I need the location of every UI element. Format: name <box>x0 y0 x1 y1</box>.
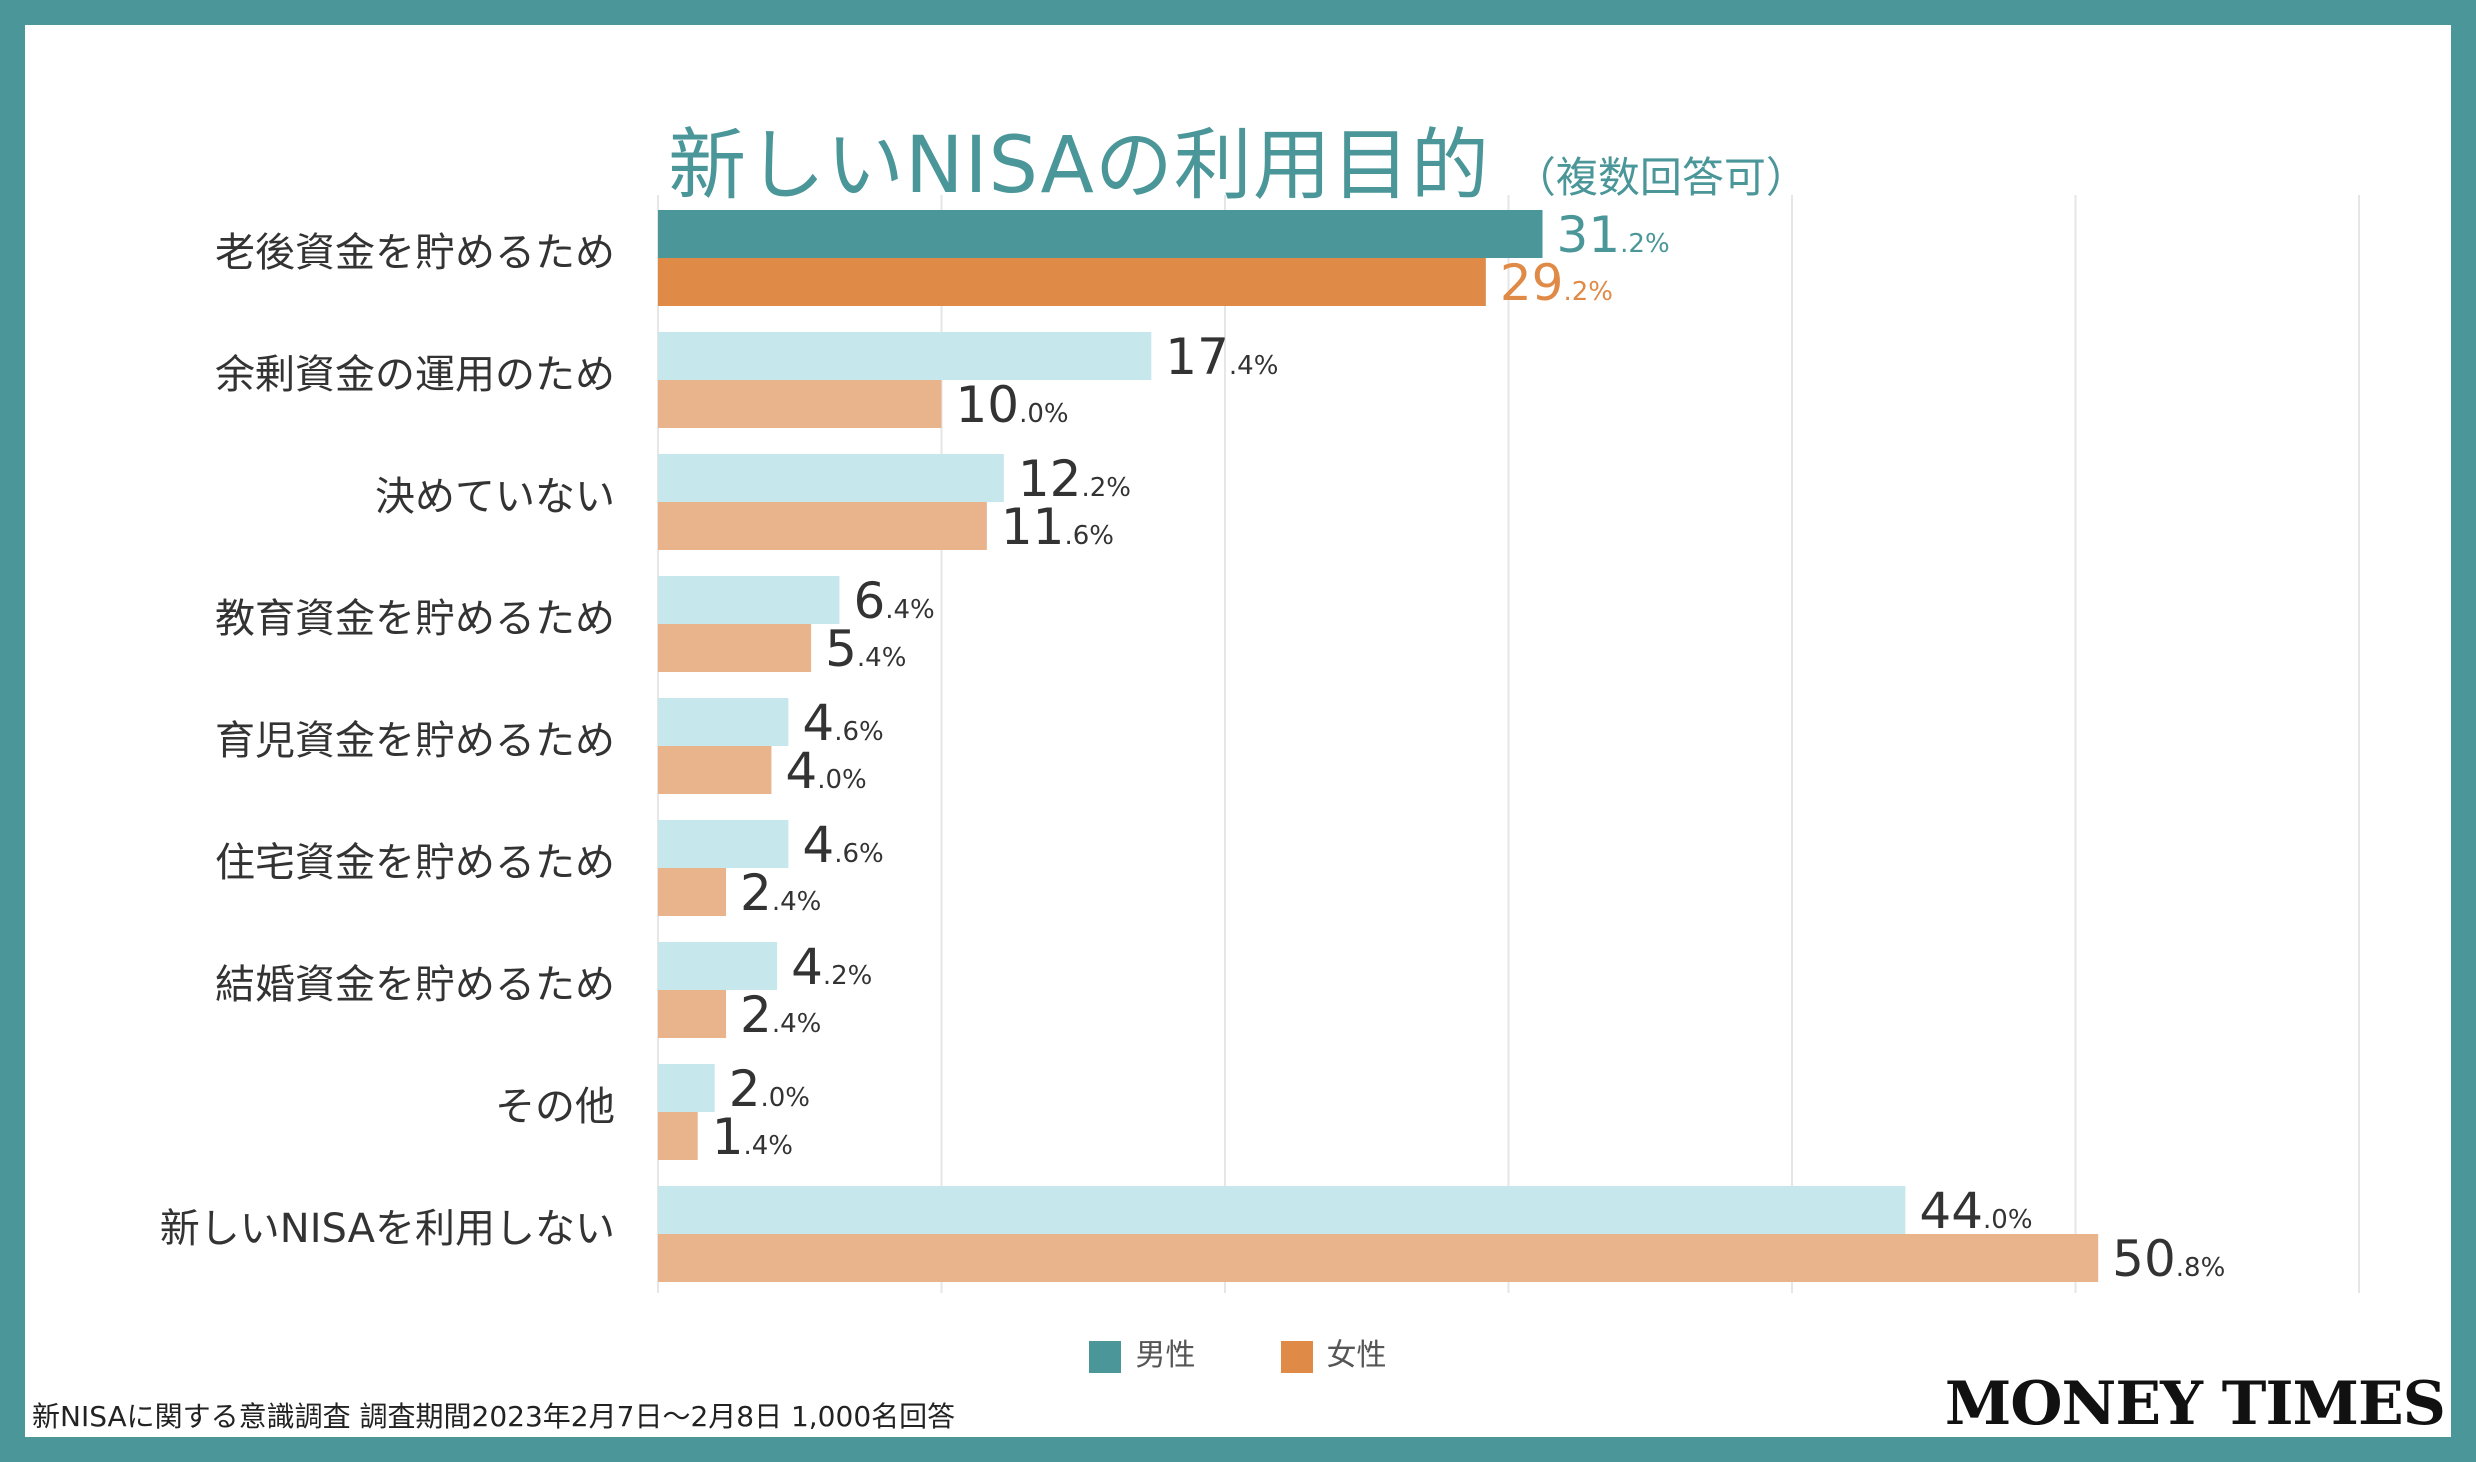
bar-female <box>658 1234 2099 1282</box>
bar-female <box>658 1112 698 1160</box>
bar-female <box>658 746 772 794</box>
value-label-female: 4.0% <box>785 742 866 800</box>
bar-female <box>658 868 727 916</box>
category-label: 教育資金を貯めるため <box>215 596 615 642</box>
bar-female <box>658 990 727 1038</box>
legend-swatch-female <box>1280 1340 1313 1373</box>
category-label: 住宅資金を貯めるため <box>215 840 615 886</box>
category-label: 育児資金を貯めるため <box>215 718 615 764</box>
bar-chart: 老後資金を貯めるため 31.2%29.2% 余剰資金の運用のため 17.4% 10.0%… <box>160 195 2360 1293</box>
legend: 男性 女性 <box>25 1330 2451 1374</box>
bar-male <box>658 454 1004 502</box>
value-label-female: 2.4% <box>740 864 821 922</box>
bar-female <box>658 380 942 428</box>
value-label-female: 50.8% <box>2112 1230 2225 1288</box>
category-label: 余剰資金の運用のため <box>215 352 615 398</box>
legend-label-male: 男性 <box>1135 1338 1196 1373</box>
bar-male <box>658 576 840 624</box>
bar-female <box>658 258 1486 306</box>
category-label: その他 <box>495 1084 615 1130</box>
value-label-female: 5.4% <box>825 620 906 678</box>
value-label-female: 11.6% <box>1001 498 1114 556</box>
bar-male <box>658 698 789 746</box>
title-subtitle: （複数回答可） <box>1513 153 1808 202</box>
bar-female <box>658 502 987 550</box>
value-label-male: 4.2% <box>791 938 872 996</box>
legend-swatch-male <box>1089 1340 1122 1373</box>
value-label-male: 12.2% <box>1018 450 1131 508</box>
brand-logo: MONEY TIMES <box>1944 1369 2446 1439</box>
value-label-male: 17.4% <box>1165 328 1278 386</box>
bar-male <box>658 332 1152 380</box>
chart-title: 新しいNISAの利用目的 （複数回答可） <box>25 103 2451 215</box>
category-label: 結婚資金を貯めるため <box>215 962 615 1008</box>
value-label-male: 4.6% <box>802 816 883 874</box>
value-label-female: 29.2% <box>1500 254 1613 312</box>
bar-male <box>658 210 1543 258</box>
legend-item-male: 男性 <box>1089 1330 1195 1374</box>
value-label-male: 2.0% <box>729 1060 810 1118</box>
value-label-male: 31.2% <box>1557 206 1670 264</box>
bar-male <box>658 1064 715 1112</box>
value-label-female: 1.4% <box>712 1108 793 1166</box>
value-label-male: 6.4% <box>853 572 934 630</box>
title-main: 新しいNISAの利用目的 <box>668 121 1490 211</box>
legend-label-female: 女性 <box>1326 1338 1387 1373</box>
category-label: 決めていない <box>375 474 615 520</box>
bar-female <box>658 624 812 672</box>
legend-item-female: 女性 <box>1280 1330 1387 1374</box>
category-label: 老後資金を貯めるため <box>215 230 615 276</box>
value-label-female: 2.4% <box>740 986 821 1044</box>
value-label-male: 4.6% <box>802 694 883 752</box>
bar-male <box>658 942 778 990</box>
category-label: 新しいNISAを利用しない <box>160 1206 615 1252</box>
footnote: 新NISAに関する意識調査 調査期間2023年2月7日〜2月8日 1,000名回… <box>32 1400 956 1433</box>
value-label-female: 10.0% <box>956 376 1069 434</box>
value-label-male: 44.0% <box>1919 1182 2032 1240</box>
bar-male <box>658 820 789 868</box>
chart-panel: 新しいNISAの利用目的 （複数回答可） 老後資金を貯めるため 31.2% 29.2%… <box>25 25 2451 1439</box>
bar-male <box>658 1186 1906 1234</box>
